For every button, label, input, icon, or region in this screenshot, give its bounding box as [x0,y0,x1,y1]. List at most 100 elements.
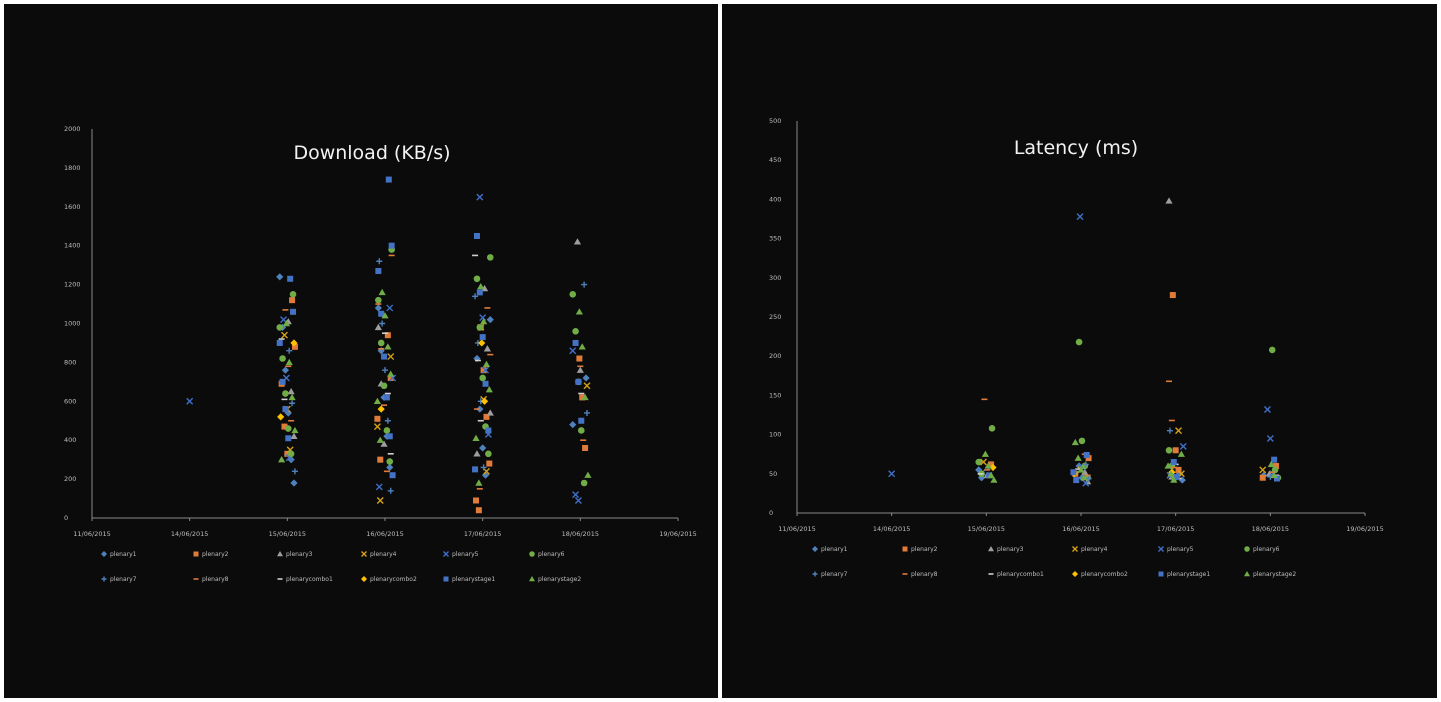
data-point [576,308,583,314]
x-tick-label: 11/06/2015 [73,530,110,538]
legend-entry: plenary5 [1167,546,1194,553]
legend-marker [362,552,367,557]
x-tick-label: 14/06/2015 [171,530,208,538]
data-point [487,409,494,415]
legend-entry: plenarystage1 [452,576,495,583]
data-point [576,356,582,362]
data-point [276,273,283,280]
series-plenary2 [988,292,1279,481]
legend-entry: plenary6 [1253,546,1280,553]
data-point [379,289,386,295]
data-point [569,291,576,298]
data-point [483,361,490,367]
data-point [386,177,392,183]
legend-entry: plenary2 [202,551,229,558]
data-point [1271,457,1277,463]
data-point [487,254,494,261]
y-tick-label: 500 [769,117,781,125]
data-point [575,497,581,503]
data-point [389,243,395,249]
data-point [475,479,482,485]
y-tick-label: 1200 [64,281,81,289]
data-point [581,282,587,288]
y-tick-label: 0 [64,514,68,522]
series-plenarystage1 [277,177,585,479]
data-point [1179,476,1186,483]
data-point [573,340,579,346]
data-point [381,354,387,360]
legend-marker [1072,571,1078,577]
data-point [476,507,482,513]
data-point [1084,452,1090,458]
data-point [569,421,576,428]
legend-marker [194,552,199,557]
data-point [473,450,480,456]
x-tick-label: 19/06/2015 [1346,525,1383,533]
data-point [1173,447,1179,453]
data-point [1077,214,1083,220]
data-point [486,461,492,467]
data-point [477,283,484,289]
data-point [474,275,481,282]
x-tick-label: 18/06/2015 [1252,525,1289,533]
data-point [282,390,289,397]
y-tick-label: 150 [769,391,781,399]
legend-entry: plenarycombo2 [1081,571,1128,578]
data-point [384,394,390,400]
data-point [382,367,388,373]
data-point [377,497,383,503]
y-tick-label: 400 [64,436,76,444]
data-point [1082,463,1089,470]
data-point [1269,347,1276,354]
y-tick-label: 200 [769,352,781,360]
legend-entry: plenary7 [821,571,848,578]
download-chart: Download (KB/s) 020040060080010001200140… [4,4,718,698]
legend-marker [444,577,449,582]
legend-entry: plenary8 [202,576,229,583]
data-point [279,355,286,362]
series-plenary8 [282,255,586,488]
y-tick-label: 1000 [64,320,81,328]
data-point [1260,467,1266,473]
data-point [578,427,585,434]
data-point [282,406,288,412]
data-point [292,468,298,474]
legend-entry: plenarycombo2 [370,576,417,583]
data-point [477,289,483,295]
series-plenary5 [889,214,1277,487]
legend-entry: plenary5 [452,551,479,558]
legend: plenary1 plenary2 plenary3 plenary4 plenary5… [812,546,1296,578]
data-point [1167,428,1173,434]
data-point [278,456,285,462]
data-point [187,398,193,404]
data-point [483,381,489,387]
legend-marker [444,552,449,557]
series-plenary6 [276,246,587,486]
data-point [1180,443,1186,449]
data-point [485,427,491,433]
data-point [480,334,486,340]
data-point [1072,439,1079,445]
data-point [584,383,590,389]
data-point [582,374,589,381]
y-tick-label: 200 [64,475,76,483]
data-point [277,413,284,420]
data-point [577,367,584,373]
data-point [377,457,383,463]
chart-title: Latency (ms) [1014,137,1138,159]
chart-title: Download (KB/s) [293,142,450,164]
data-point [374,398,381,404]
data-point [1070,469,1076,475]
data-point [291,427,298,433]
data-point [574,238,581,244]
data-point [573,492,579,498]
data-point [280,379,286,385]
data-point [1079,438,1086,445]
data-point [479,375,486,382]
x-tick-label: 15/06/2015 [968,525,1005,533]
y-tick-label: 350 [769,235,781,243]
data-point [378,405,385,412]
series-plenary6 [975,339,1281,481]
legend-marker [813,572,818,577]
x-tick-label: 17/06/2015 [464,530,501,538]
